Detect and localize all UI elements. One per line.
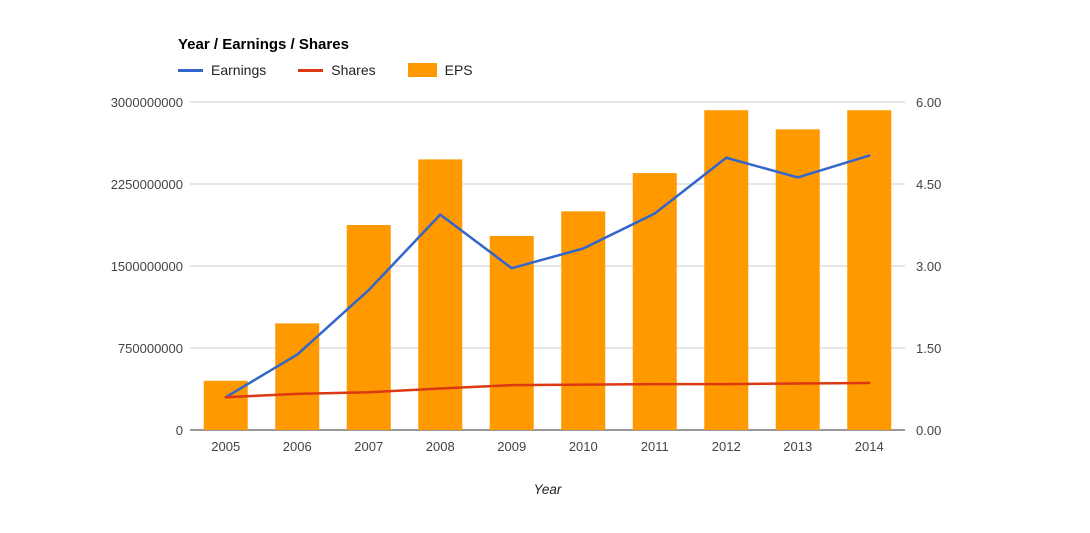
x-axis-label-2011: 2011 bbox=[641, 439, 669, 454]
eps-bar-2012 bbox=[704, 110, 749, 430]
eps-bar-2010 bbox=[561, 211, 606, 430]
x-axis-label-2014: 2014 bbox=[855, 439, 884, 454]
left-axis-tick-label: 1500000000 bbox=[111, 259, 183, 274]
left-axis-tick-label: 750000000 bbox=[118, 341, 183, 356]
x-axis-label-2013: 2013 bbox=[783, 439, 812, 454]
eps-bar-2007 bbox=[346, 225, 391, 430]
right-axis-tick-label: 3.00 bbox=[916, 259, 941, 274]
x-axis-label-2008: 2008 bbox=[426, 439, 455, 454]
eps-bar-2013 bbox=[775, 129, 820, 431]
x-axis-label-2009: 2009 bbox=[497, 439, 526, 454]
x-axis-label-2007: 2007 bbox=[354, 439, 383, 454]
eps-bar-swatch-icon bbox=[407, 63, 437, 77]
x-axis-label-2006: 2006 bbox=[283, 439, 312, 454]
eps-bar-2008 bbox=[418, 159, 463, 430]
legend-label-shares: Shares bbox=[331, 62, 376, 78]
chart-title: Year / Earnings / Shares bbox=[178, 36, 349, 53]
shares-line-swatch-icon bbox=[298, 68, 324, 72]
x-axis-label-2005: 2005 bbox=[211, 439, 240, 454]
right-axis-tick-label: 0.00 bbox=[916, 423, 941, 438]
legend-label-earnings: Earnings bbox=[211, 62, 267, 78]
legend-item-shares: Shares bbox=[298, 62, 376, 78]
left-axis-tick-label: 0 bbox=[176, 423, 183, 438]
legend-item-earnings: Earnings bbox=[178, 62, 266, 78]
earnings-line bbox=[224, 154, 871, 399]
right-axis-tick-label: 1.50 bbox=[916, 341, 941, 356]
eps-bar-2014 bbox=[847, 110, 892, 430]
earnings-line-swatch-icon bbox=[178, 68, 203, 72]
left-axis-tick-label: 2250000000 bbox=[111, 177, 183, 192]
x-axis-label-2010: 2010 bbox=[569, 439, 598, 454]
left-axis-tick-label: 3000000000 bbox=[111, 95, 183, 110]
shares-line bbox=[224, 381, 871, 399]
legend-item-eps: EPS bbox=[407, 62, 473, 78]
x-axis-title: Year bbox=[533, 482, 562, 497]
chart-legend: Earnings Shares EPS bbox=[178, 62, 473, 78]
x-axis-label-2012: 2012 bbox=[712, 439, 741, 454]
legend-label-eps: EPS bbox=[444, 62, 473, 78]
right-axis-tick-label: 4.50 bbox=[916, 177, 941, 192]
right-axis-tick-label: 6.00 bbox=[916, 95, 941, 110]
eps-bar-2011 bbox=[632, 173, 677, 431]
